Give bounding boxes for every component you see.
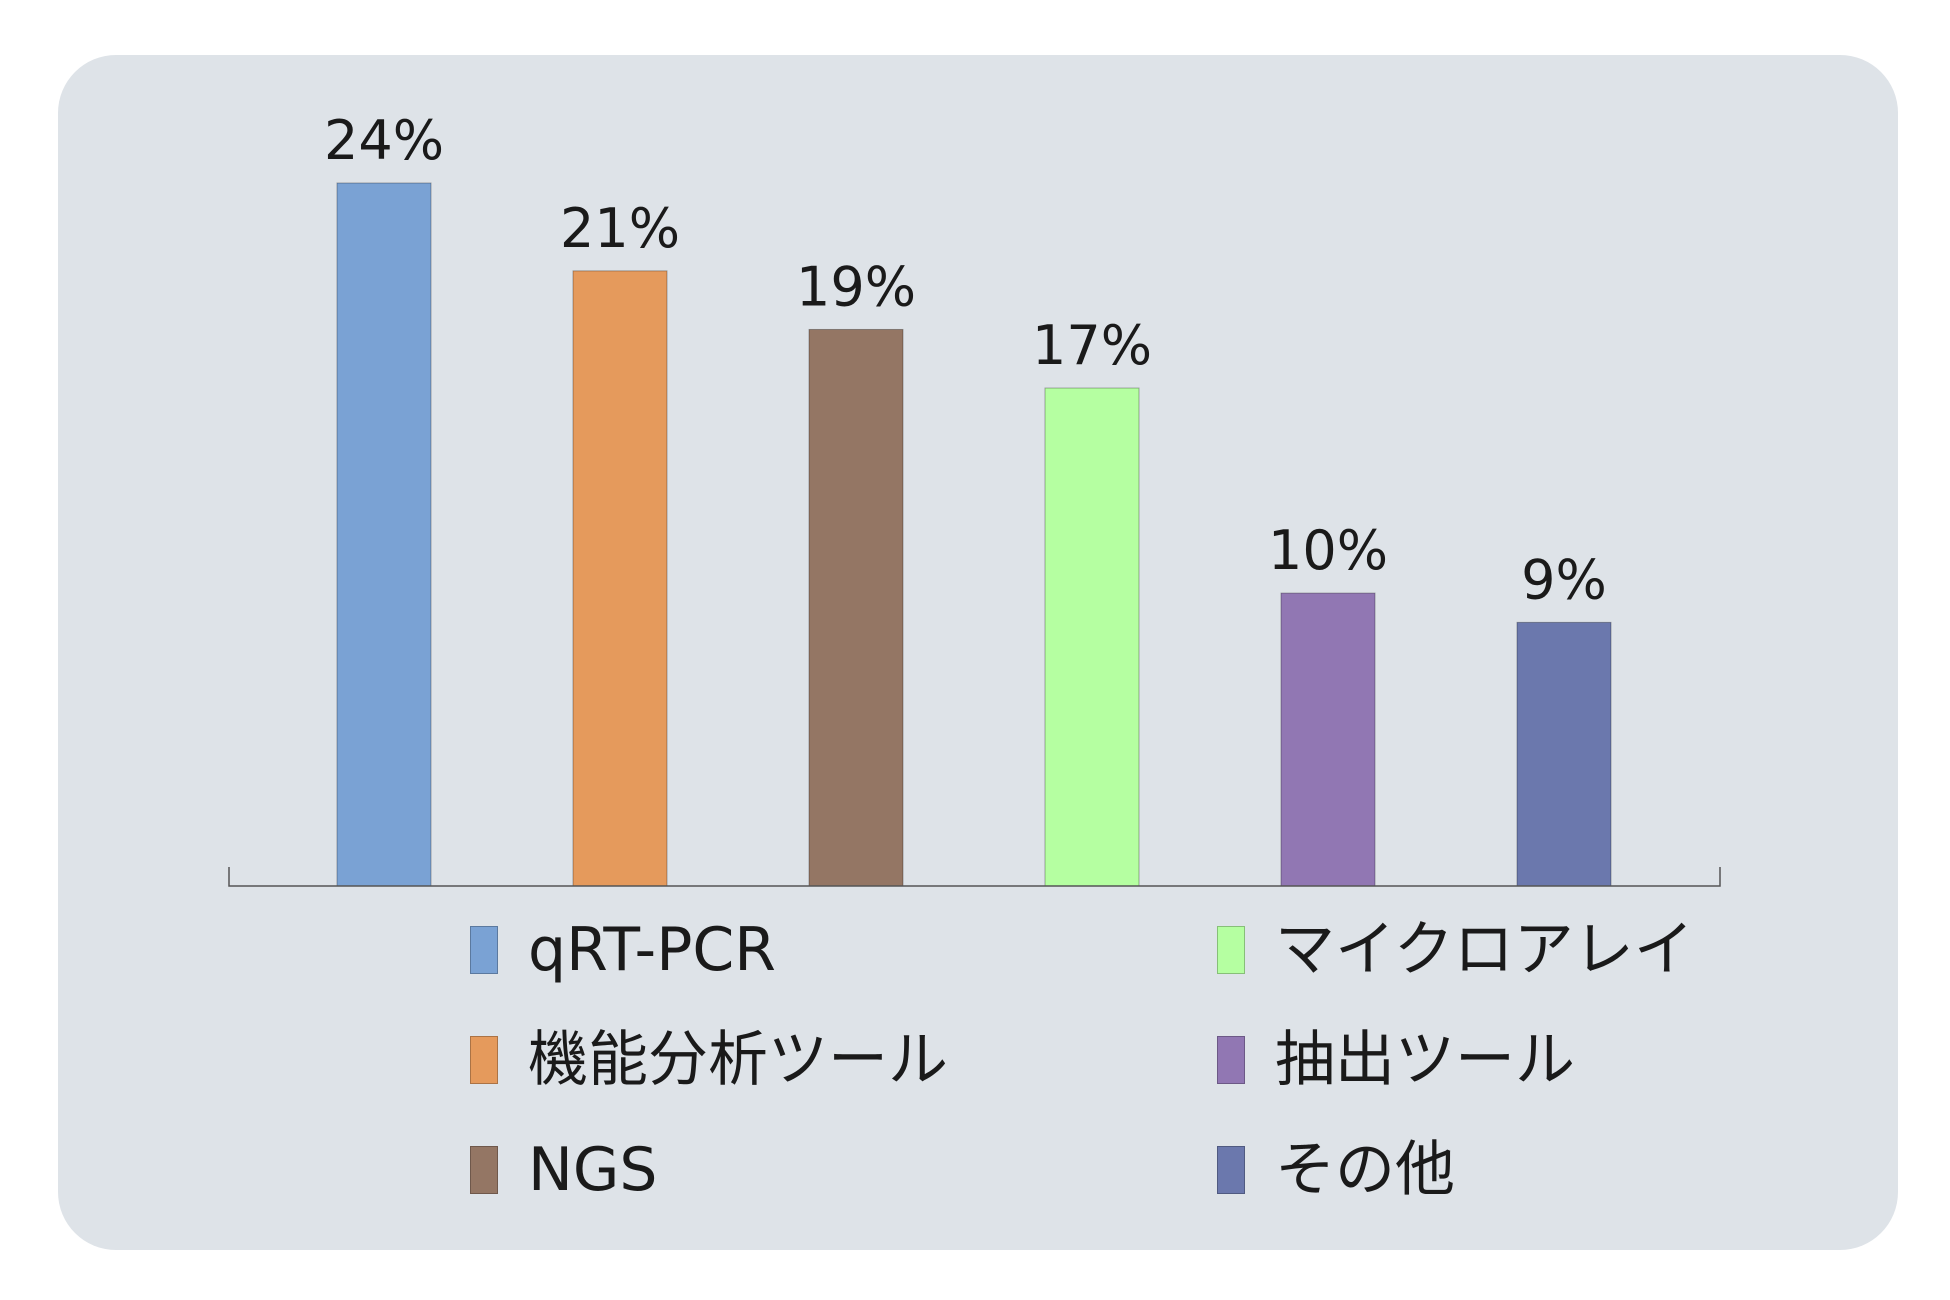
legend-swatch bbox=[1217, 926, 1245, 974]
bar-value-label: 9% bbox=[1521, 548, 1607, 611]
bar-1 bbox=[336, 182, 432, 887]
bar-value-label: 24% bbox=[324, 109, 444, 172]
bars-layer bbox=[336, 182, 1612, 887]
bar-5 bbox=[1280, 592, 1376, 887]
legend-item-extraction-tools: 抽出ツール bbox=[1217, 1025, 1575, 1095]
legend-label: qRT-PCR bbox=[528, 915, 776, 985]
bar-3 bbox=[808, 328, 904, 887]
legend-item-other: その他 bbox=[1217, 1135, 1455, 1205]
legend-label: その他 bbox=[1275, 1135, 1455, 1205]
legend-label: 機能分析ツール bbox=[528, 1025, 948, 1095]
legend-label: マイクロアレイ bbox=[1275, 915, 1694, 985]
legend-label: NGS bbox=[528, 1135, 658, 1205]
x-axis bbox=[228, 867, 1721, 887]
legend-swatch bbox=[470, 1146, 498, 1194]
legend-item-microarray: マイクロアレイ bbox=[1217, 915, 1694, 985]
legend-swatch bbox=[470, 1036, 498, 1084]
legend-swatch bbox=[1217, 1036, 1245, 1084]
value-labels-layer: 24% 21% 19% 17% 10% 9% bbox=[324, 109, 1607, 611]
bar-6 bbox=[1516, 621, 1612, 887]
x-axis-line bbox=[228, 867, 1721, 887]
legend-label: 抽出ツール bbox=[1275, 1025, 1575, 1095]
bar-4 bbox=[1044, 387, 1140, 887]
legend-swatch bbox=[1217, 1146, 1245, 1194]
chart-legend: qRT-PCR 機能分析ツール NGS マイクロアレイ 抽出ツール その他 bbox=[470, 915, 1800, 1215]
legend-item-qrt-pcr: qRT-PCR bbox=[470, 915, 776, 985]
bar-value-label: 10% bbox=[1268, 519, 1388, 582]
bar-2 bbox=[572, 270, 668, 887]
bar-value-label: 21% bbox=[560, 197, 680, 260]
bar-value-label: 17% bbox=[1032, 314, 1152, 377]
bar-value-label: 19% bbox=[796, 255, 916, 318]
legend-item-functional-analysis-tools: 機能分析ツール bbox=[470, 1025, 948, 1095]
legend-item-ngs: NGS bbox=[470, 1135, 657, 1205]
legend-swatch bbox=[470, 926, 498, 974]
